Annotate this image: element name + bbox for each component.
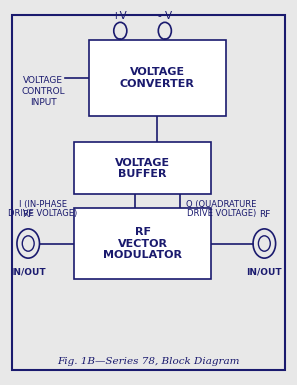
Text: RF: RF	[23, 210, 34, 219]
Text: VECTOR: VECTOR	[118, 239, 168, 248]
Text: INPUT: INPUT	[30, 98, 56, 107]
Text: +V: +V	[112, 11, 128, 21]
Text: CONVERTER: CONVERTER	[120, 79, 195, 89]
Text: BUFFER: BUFFER	[118, 169, 167, 179]
Text: IN/OUT: IN/OUT	[10, 268, 46, 277]
Bar	[74, 142, 211, 194]
Bar	[89, 40, 226, 116]
Bar	[74, 208, 211, 279]
Text: MODULATOR: MODULATOR	[103, 250, 182, 260]
Text: Q (QUADRATURE: Q (QUADRATURE	[186, 199, 256, 209]
Text: - V: - V	[158, 11, 172, 21]
Text: DRIVE VOLTAGE): DRIVE VOLTAGE)	[187, 209, 256, 218]
Text: DRIVE VOLTAGE): DRIVE VOLTAGE)	[8, 209, 78, 218]
Text: IN/OUT: IN/OUT	[247, 268, 282, 277]
Text: CONTROL: CONTROL	[21, 87, 65, 96]
Text: VOLTAGE: VOLTAGE	[115, 158, 170, 167]
Text: RF: RF	[135, 227, 151, 237]
Text: I (IN-PHASE: I (IN-PHASE	[19, 199, 67, 209]
Text: RF: RF	[259, 210, 270, 219]
Text: Fig. 1B—Series 78, Block Diagram: Fig. 1B—Series 78, Block Diagram	[57, 357, 240, 367]
Text: VOLTAGE: VOLTAGE	[130, 67, 185, 77]
Text: VOLTAGE: VOLTAGE	[23, 76, 63, 85]
